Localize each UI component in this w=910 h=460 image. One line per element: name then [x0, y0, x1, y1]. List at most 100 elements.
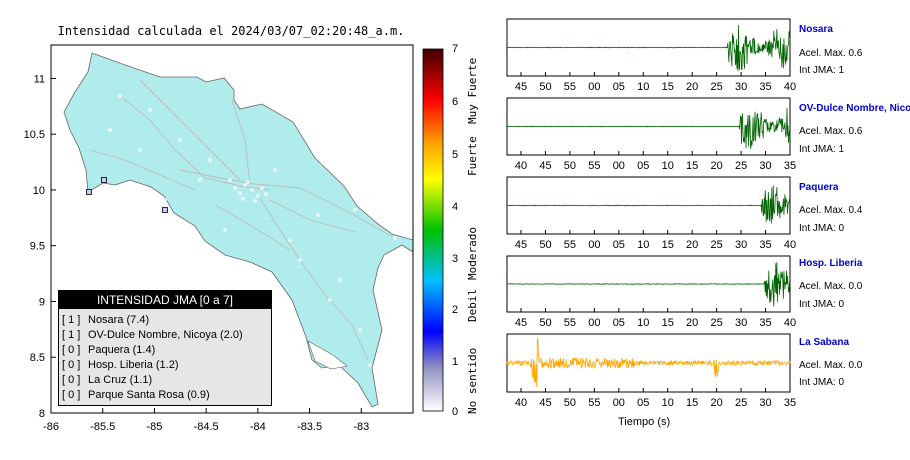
x-tick-label: -84	[250, 421, 266, 433]
road-line	[119, 95, 271, 191]
waveform-panel: 40 45 50 55 00 05 10 15 20 25 30 35	[506, 333, 796, 409]
colorbar-tick: 5	[452, 149, 459, 161]
waveform-tick-label: 50	[539, 239, 551, 251]
station-accel: Acel. Max. 0.4	[799, 205, 863, 216]
waveform-tick-label: 45	[515, 239, 527, 251]
waveform-tick-label: 40	[784, 81, 796, 93]
waveform-tick-label: 15	[662, 81, 674, 93]
station-marker	[162, 207, 168, 213]
waveform-tick-label: 25	[711, 239, 723, 251]
colorbar-tick: 6	[452, 96, 459, 108]
colorbar-tick: 2	[452, 304, 459, 316]
waveform-tick-label: 10	[662, 397, 674, 409]
town-marker	[138, 148, 142, 152]
waveform-tick-label: 55	[588, 397, 600, 409]
waveform-trace	[506, 25, 791, 72]
waveform-tick-label: 15	[686, 160, 698, 172]
waveform-tick-label: 35	[784, 160, 796, 172]
waveform-tick-label: 55	[564, 239, 576, 251]
waveform-tick-label: 00	[613, 397, 625, 409]
y-tick-label: 9	[39, 296, 45, 308]
waveform-tick-label: 55	[564, 81, 576, 93]
station-marker	[86, 189, 92, 195]
waveform-tick-label: 05	[613, 317, 625, 329]
waveform-tick-label: 25	[711, 317, 723, 329]
town-marker	[253, 199, 257, 203]
waveform-tick-label: 20	[711, 160, 723, 172]
road-line	[269, 199, 356, 233]
road-line	[257, 194, 369, 361]
legend-item: [ 1 ] OV-Dulce Nombre, Nicoya (2.0)	[62, 329, 243, 341]
town-marker	[338, 278, 342, 282]
town-marker	[238, 191, 242, 195]
waveform-tick-label: 45	[515, 81, 527, 93]
x-tick-label: -84.5	[194, 421, 219, 433]
station-intensity: Int JMA: 0	[799, 299, 845, 310]
town-marker	[250, 188, 254, 192]
town-marker	[108, 128, 112, 132]
waveform-tick-label: 25	[711, 81, 723, 93]
station-name: OV-Dulce Nombre, Nicoya	[799, 103, 910, 114]
waveform-tick-label: 10	[662, 160, 674, 172]
station-intensity: Int JMA: 1	[799, 65, 845, 76]
waveform-tick-label: 15	[686, 397, 698, 409]
colorbar-tick: 4	[452, 201, 459, 213]
station-accel: Acel. Max. 0.0	[799, 360, 863, 371]
station-intensity: Int JMA: 0	[799, 223, 845, 234]
waveform-tick-label: 50	[564, 160, 576, 172]
legend-item: [ 0 ] Parque Santa Rosa (0.9)	[62, 389, 210, 401]
legend-item: [ 0 ] Hosp. Liberia (1.2)	[62, 359, 179, 371]
town-marker	[328, 298, 332, 302]
colorbar-tick: 7	[452, 43, 459, 55]
station-name: Hosp. Liberia	[799, 258, 863, 269]
waveform-tick-label: 10	[637, 239, 649, 251]
town-marker	[208, 158, 212, 162]
waveform-tick-label: 40	[784, 317, 796, 329]
town-marker	[198, 178, 202, 182]
station-accel: Acel. Max. 0.6	[799, 48, 863, 59]
waveform-tick-label: 35	[759, 81, 771, 93]
y-tick-label: 8	[39, 408, 45, 420]
town-marker	[228, 178, 232, 182]
waveform-trace	[506, 337, 791, 388]
town-marker	[241, 197, 245, 201]
town-marker	[353, 208, 357, 212]
waveform-tick-label: 20	[686, 239, 698, 251]
waveform-tick-label: 45	[539, 397, 551, 409]
waveform-panel: 40 45 50 55 00 05 10 15 20 25 30 35	[506, 97, 796, 172]
waveform-trace	[507, 107, 791, 149]
time-axis-label: Tiempo (s)	[618, 416, 671, 428]
waveform-tick-label: 40	[784, 239, 796, 251]
colorbar-category: Debil	[466, 288, 479, 322]
waveform-tick-label: 50	[539, 317, 551, 329]
station-name: Paquera	[799, 182, 839, 193]
town-marker	[316, 213, 320, 217]
colorbar-category: No sentido	[466, 347, 479, 414]
station-intensity: Int JMA: 1	[799, 144, 845, 155]
y-tick-label: 9.5	[30, 241, 45, 253]
x-tick-label: -86	[43, 421, 59, 433]
town-marker	[264, 192, 268, 196]
town-marker	[178, 138, 182, 142]
station-intensity: Int JMA: 0	[799, 377, 845, 388]
waveform-tick-label: 00	[588, 239, 600, 251]
waveform-tick-label: 30	[759, 160, 771, 172]
waveform-tick-label: 50	[564, 397, 576, 409]
waveform-tick-label: 30	[735, 317, 747, 329]
town-marker	[393, 236, 397, 240]
waveform-tick-label: 05	[637, 397, 649, 409]
legend-item: [ 0 ] Paquera (1.4)	[62, 344, 156, 356]
waveform-tick-label: 20	[686, 81, 698, 93]
station-name: Nosara	[799, 24, 833, 35]
town-marker	[288, 238, 292, 242]
waveform-trace	[506, 185, 791, 224]
colorbar-tick: 0	[452, 406, 459, 418]
y-tick-label: 11	[34, 73, 45, 85]
town-marker	[148, 108, 152, 112]
legend-item: [ 1 ] Nosara (7.4)	[62, 314, 150, 326]
town-marker	[298, 258, 302, 262]
waveform-panel: 45 50 55 00 05 10 15 20 25 30 35 40	[506, 18, 796, 93]
station-accel: Acel. Max. 0.6	[799, 126, 863, 137]
waveform-tick-label: 05	[637, 160, 649, 172]
